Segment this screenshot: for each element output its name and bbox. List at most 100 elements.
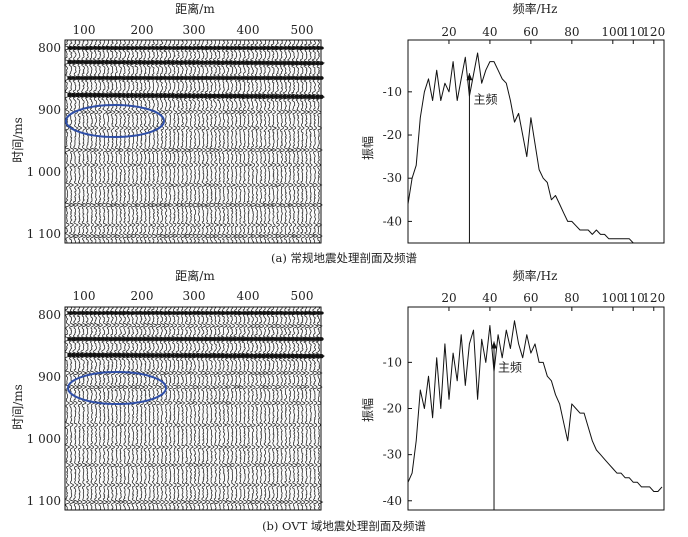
seismic-peak [220,353,225,358]
seismic-peak [96,93,101,98]
seismic-trace [187,306,198,511]
seismic-peak [310,311,316,315]
seismic-peak [290,353,295,359]
seismic-peak [149,46,155,50]
seismic-peak [319,354,324,359]
seismic-trace [150,39,160,244]
seismic-trace [92,306,103,511]
seismic-peak [67,46,72,50]
seismic-peak [273,46,279,50]
seismic-peak [315,337,320,341]
seismic-peak [228,353,233,358]
seismic-trace [142,39,152,244]
seismic-peak [211,353,217,358]
seismic-peak [112,353,118,358]
seismic-trace [270,306,280,511]
seismic-peak [281,311,287,315]
seismic-trace [254,39,263,244]
seismic-peak [220,93,225,99]
seismic-peak [120,337,126,341]
seismic-trace [237,306,247,511]
seismic-peak [236,337,242,341]
seismic-trace [282,306,292,511]
seismic-peak [182,337,188,341]
seismic-peak [277,337,283,341]
seismic-peak [162,60,167,65]
seismic-trace [270,39,280,244]
seismic-trace [216,39,227,244]
seismic-trace [299,39,309,244]
seismic-peak [174,337,180,341]
seismic-peak [211,76,217,80]
seismic-trace [282,39,292,243]
seismic-trace [113,306,123,511]
seismic-peak [71,76,76,80]
seismic-trace [195,39,206,244]
seismic-peak [286,46,291,50]
seismic-peak [203,93,209,99]
section-a-xtick-300: 300 [183,23,206,37]
spectrum-b: 频率/Hz 20 40 60 80 100 110 120 -10 -20 -3… [360,268,665,511]
section-b-ytick-900: 900 [38,370,61,384]
seismic-peak [310,61,316,66]
seismic-peak [257,94,262,99]
spectrum-a-xtick-100: 100 [601,25,624,39]
seismic-trace [274,306,285,511]
seismic-peak [75,92,81,98]
seismic-peak [269,311,275,315]
seismic-peak [116,46,122,50]
seismic-peak [319,94,324,100]
seismic-trace [249,306,259,511]
seismic-peak [269,76,275,80]
seismic-peak [257,311,262,315]
seismic-peak [133,311,138,315]
seismic-peak [294,353,299,359]
seismic-peak [137,337,143,341]
seismic-peak [145,311,151,315]
seismic-peak [170,353,176,358]
section-a-xlabel: 距离/m [175,1,215,16]
seismic-peak [306,46,312,50]
spectrum-b-annotation: 主频 [498,360,522,374]
spectrum-a-xtick-120: 120 [642,25,665,39]
spectrum-b-tickmarks [408,307,655,502]
seismic-trace [179,39,189,244]
seismic-peak [83,60,89,65]
seismic-peak [244,60,250,65]
seismic-peak [215,60,221,65]
seismic-peak [133,337,138,341]
seismic-trace [89,306,98,511]
seismic-trace [80,306,90,511]
seismic-peak [290,311,295,315]
seismic-peak [319,311,324,315]
seismic-peak [166,337,171,341]
seismic-peak [71,352,76,358]
section-a-highlight-ellipse [65,104,165,138]
spectrum-a-xtick-40: 40 [482,25,497,39]
seismic-peak [265,311,271,315]
seismic-peak [286,337,291,341]
seismic-trace [262,306,272,511]
seismic-peak [120,353,126,358]
seismic-peak [100,311,105,315]
seismic-peak [277,76,283,80]
seismic-peak [315,94,320,100]
seismic-peak [253,60,258,65]
section-b-xtick-100: 100 [73,289,96,303]
seismic-peak [240,60,246,65]
spectrum-b-xtick-120: 120 [642,291,665,305]
seismic-peak [257,60,262,65]
seismic-peak [116,353,122,358]
seismic-peak [75,337,81,341]
seismic-trace [200,306,210,511]
seismic-peak [224,60,229,65]
seismic-peak [257,46,262,50]
seismic-peak [224,46,229,50]
seismic-peak [96,76,101,80]
seismic-peak [83,352,89,358]
seismic-trace [290,39,300,244]
seismic-peak [108,337,114,341]
seismic-peak [203,46,209,50]
seismic-peak [120,311,126,315]
seismic-peak [104,46,109,50]
